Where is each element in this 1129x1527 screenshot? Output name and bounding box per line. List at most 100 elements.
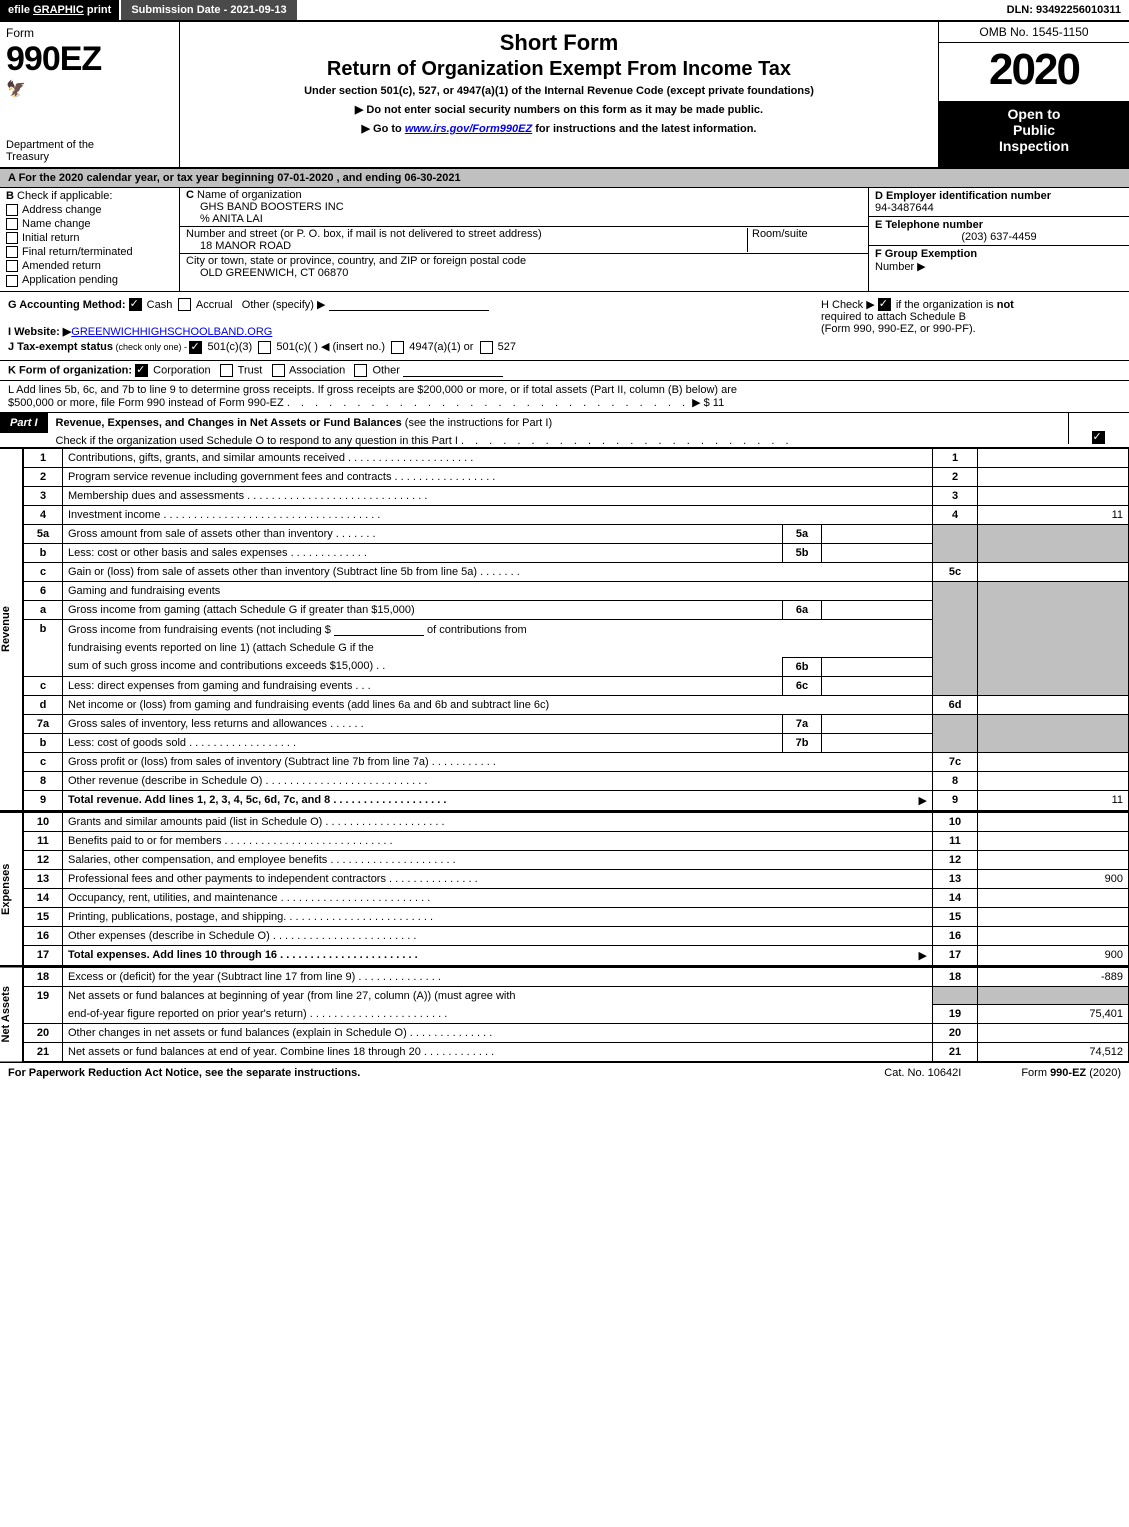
grey-cell bbox=[978, 524, 1129, 562]
l-line2: $500,000 or more, file Form 990 instead … bbox=[8, 396, 1121, 409]
footer-left: For Paperwork Reduction Act Notice, see … bbox=[8, 1067, 360, 1079]
line-value bbox=[978, 812, 1129, 831]
footer-center: Cat. No. 10642I bbox=[884, 1067, 961, 1079]
goto-line: ▶ Go to www.irs.gov/Form990EZ for instru… bbox=[190, 122, 928, 135]
sub-num: 7a bbox=[783, 714, 822, 733]
line-value bbox=[978, 486, 1129, 505]
dept-line2: Treasury bbox=[6, 151, 173, 163]
contrib-input[interactable] bbox=[334, 623, 424, 636]
line-value: -889 bbox=[978, 967, 1129, 986]
k-other-input[interactable] bbox=[403, 364, 503, 377]
d2: of contributions from bbox=[427, 624, 527, 636]
part1-check-dots: . . . . . . . . . . . . . . . . . . . . … bbox=[461, 435, 793, 447]
j-4947-checkbox[interactable] bbox=[391, 341, 404, 354]
section-g-i-j: G Accounting Method: Cash Accrual Other … bbox=[0, 292, 813, 360]
g-h-row: G Accounting Method: Cash Accrual Other … bbox=[0, 292, 1129, 361]
website-link[interactable]: GREENWICHHIGHSCHOOLBAND.ORG bbox=[71, 326, 272, 338]
g-cash: Cash bbox=[144, 299, 173, 311]
line-num: c bbox=[24, 752, 63, 771]
b-check-label: Check if applicable: bbox=[14, 190, 112, 202]
goto-link[interactable]: www.irs.gov/Form990EZ bbox=[405, 123, 532, 135]
line-num: 4 bbox=[24, 505, 63, 524]
revenue-table: 1 Contributions, gifts, grants, and simi… bbox=[23, 448, 1129, 811]
section-def: D Employer identification number 94-3487… bbox=[868, 188, 1129, 291]
line-desc: Program service revenue including govern… bbox=[63, 467, 933, 486]
d9: Total revenue. Add lines 1, 2, 3, 4, 5c,… bbox=[68, 794, 446, 806]
i-label: I Website: ▶ bbox=[8, 326, 71, 338]
chk-address-change[interactable]: Address change bbox=[6, 204, 173, 216]
line-right-num: 19 bbox=[933, 1005, 978, 1024]
dln-block: DLN: 93492256010311 bbox=[999, 0, 1129, 20]
j-501c3-checkbox[interactable] bbox=[189, 341, 202, 354]
chk-final-return[interactable]: Final return/terminated bbox=[6, 246, 173, 258]
chk-application-pending[interactable]: Application pending bbox=[6, 274, 173, 286]
grey-cell bbox=[978, 581, 1129, 695]
chk-label-initial: Initial return bbox=[22, 232, 79, 244]
chk-amended-return[interactable]: Amended return bbox=[6, 260, 173, 272]
line-num: 7a bbox=[24, 714, 63, 733]
part1-schedule-o-checkbox[interactable] bbox=[1092, 431, 1105, 444]
line-value bbox=[978, 888, 1129, 907]
h-checkbox[interactable] bbox=[878, 298, 891, 311]
c-name-row: C Name of organization GHS BAND BOOSTERS… bbox=[180, 188, 868, 227]
line-num: d bbox=[24, 695, 63, 714]
line-num: 5a bbox=[24, 524, 63, 543]
k-trust-checkbox[interactable] bbox=[220, 364, 233, 377]
revenue-side-label: Revenue bbox=[0, 448, 23, 811]
d-block: D Employer identification number 94-3487… bbox=[869, 188, 1129, 217]
sub-val bbox=[822, 657, 933, 676]
header-left: Form 990EZ 🦅 Department of the Treasury bbox=[0, 22, 180, 167]
checkbox-icon bbox=[6, 260, 18, 272]
k-corp: Corporation bbox=[150, 364, 211, 376]
part1-header: Part I Revenue, Expenses, and Changes in… bbox=[0, 413, 1129, 448]
l-row: L Add lines 5b, 6c, and 7b to line 9 to … bbox=[0, 381, 1129, 413]
table-row: 15Printing, publications, postage, and s… bbox=[24, 907, 1129, 926]
g-cash-checkbox[interactable] bbox=[129, 298, 142, 311]
g-accrual-checkbox[interactable] bbox=[178, 298, 191, 311]
line-desc: Membership dues and assessments . . . . … bbox=[63, 486, 933, 505]
line-right-num: 14 bbox=[933, 888, 978, 907]
line-desc: Other expenses (describe in Schedule O) … bbox=[63, 926, 933, 945]
g-other: Other (specify) ▶ bbox=[242, 299, 326, 311]
g-line: G Accounting Method: Cash Accrual Other … bbox=[8, 298, 805, 312]
table-row: 13Professional fees and other payments t… bbox=[24, 869, 1129, 888]
chk-label-name: Name change bbox=[22, 218, 91, 230]
d1: Gross income from fundraising events (no… bbox=[68, 624, 331, 636]
expenses-section: Expenses 10Grants and similar amounts pa… bbox=[0, 812, 1129, 967]
table-row: 9 Total revenue. Add lines 1, 2, 3, 4, 5… bbox=[24, 790, 1129, 810]
line-num: 10 bbox=[24, 812, 63, 831]
part1-title: Revenue, Expenses, and Changes in Net As… bbox=[56, 417, 405, 429]
chk-initial-return[interactable]: Initial return bbox=[6, 232, 173, 244]
line-num: 13 bbox=[24, 869, 63, 888]
table-row: 20Other changes in net assets or fund ba… bbox=[24, 1024, 1129, 1043]
k-other: Other bbox=[369, 364, 400, 376]
k-corp-checkbox[interactable] bbox=[135, 364, 148, 377]
graphic-link[interactable]: GRAPHIC bbox=[33, 4, 84, 16]
e-block: E Telephone number (203) 637-4459 bbox=[869, 217, 1129, 246]
table-row: 14Occupancy, rent, utilities, and mainte… bbox=[24, 888, 1129, 907]
line-right-num: 7c bbox=[933, 752, 978, 771]
line-num: 11 bbox=[24, 831, 63, 850]
line-desc: Total revenue. Add lines 1, 2, 3, 4, 5c,… bbox=[63, 790, 933, 810]
line-value: 74,512 bbox=[978, 1043, 1129, 1062]
expenses-side-label: Expenses bbox=[0, 812, 23, 966]
g-other-input[interactable] bbox=[329, 298, 489, 311]
j-label: J Tax-exempt status bbox=[8, 341, 113, 353]
part1-tab: Part I bbox=[0, 413, 48, 433]
chk-label-amended: Amended return bbox=[22, 260, 101, 272]
form-word: Form bbox=[6, 26, 173, 40]
table-row: 21Net assets or fund balances at end of … bbox=[24, 1043, 1129, 1062]
chk-label-address: Address change bbox=[22, 204, 102, 216]
part1-check-text: Check if the organization used Schedule … bbox=[56, 435, 461, 447]
j-527-checkbox[interactable] bbox=[480, 341, 493, 354]
goto-suffix: for instructions and the latest informat… bbox=[532, 123, 756, 135]
k-other-checkbox[interactable] bbox=[354, 364, 367, 377]
sub-val bbox=[822, 676, 933, 695]
chk-name-change[interactable]: Name change bbox=[6, 218, 173, 230]
j-501c-checkbox[interactable] bbox=[258, 341, 271, 354]
line-desc: Less: direct expenses from gaming and fu… bbox=[63, 676, 783, 695]
sub-num: 5b bbox=[783, 543, 822, 562]
h-text1: H Check ▶ bbox=[821, 299, 878, 311]
k-label: K Form of organization: bbox=[8, 364, 135, 376]
k-assoc-checkbox[interactable] bbox=[272, 364, 285, 377]
